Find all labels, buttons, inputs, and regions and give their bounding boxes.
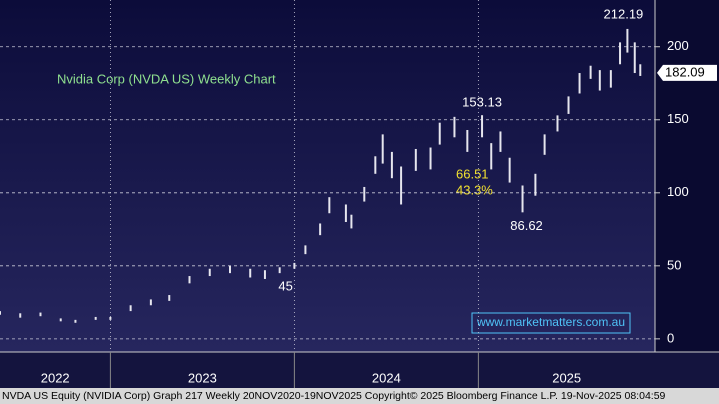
price-annotation: 153.13 <box>462 95 502 110</box>
price-annotation: 86.62 <box>510 218 543 233</box>
plot-area <box>0 0 655 352</box>
annotation: 43.3% <box>456 182 493 197</box>
x-tick-label: 2023 <box>188 370 217 385</box>
y-tick-label: 150 <box>667 111 689 126</box>
footer: NVDA US Equity (NVIDIA Corp) Graph 217 W… <box>2 390 666 402</box>
annotation: 66.51 <box>456 166 489 181</box>
x-tick-label: 2024 <box>372 370 401 385</box>
price-annotation: 212.19 <box>604 6 644 21</box>
y-tick-label: 100 <box>667 184 689 199</box>
watermark-box <box>471 312 631 334</box>
price-annotation: 45 <box>278 279 292 294</box>
x-tick-label: 2022 <box>41 370 70 385</box>
y-tick-label: 50 <box>667 257 681 272</box>
last-value-box <box>657 64 717 81</box>
x-axis-area <box>0 352 719 388</box>
x-tick-label: 2025 <box>552 370 581 385</box>
y-tick-label: 200 <box>667 38 689 53</box>
last-value-label: 182.09 <box>665 64 705 79</box>
watermark: www.marketmatters.com.au <box>476 315 625 329</box>
chart-title: Nvidia Corp (NVDA US) Weekly Chart <box>57 71 276 86</box>
footer-bar <box>0 388 719 404</box>
y-tick-label: 0 <box>667 330 674 345</box>
y-axis-area <box>655 0 719 352</box>
